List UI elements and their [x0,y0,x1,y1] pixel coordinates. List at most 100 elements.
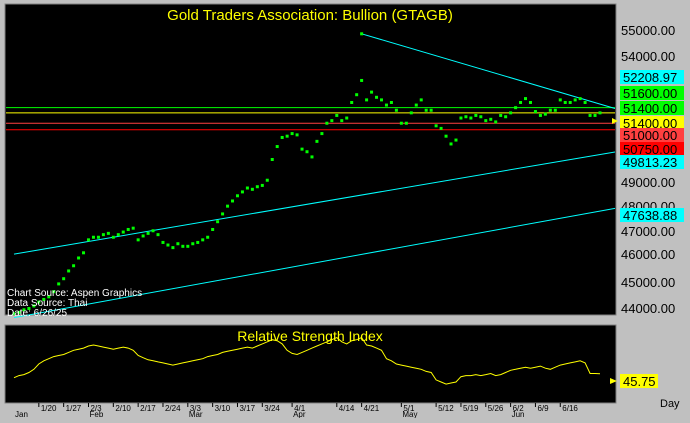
price-point [32,304,36,308]
price-point [62,277,66,281]
price-point [345,116,349,120]
price-point [588,113,592,117]
price-point [340,119,344,123]
price-point [250,187,254,191]
price-point [350,100,354,104]
price-point [305,150,309,154]
price-point [528,100,532,104]
x-day-label: 3/17 [239,404,255,413]
annotation-point [360,32,364,36]
price-point [176,242,180,246]
price-point [370,90,374,94]
price-point [543,112,547,116]
price-point [290,132,294,136]
price-point [429,108,433,112]
price-point [404,121,408,125]
rsi-value-tag [620,374,658,388]
x-day-label: 1/27 [66,404,82,413]
price-point [573,98,577,102]
price-point [583,100,587,104]
x-day-label: 4/21 [364,404,380,413]
price-point [598,111,602,115]
price-point [121,230,125,234]
price-tags: 52208.97 51600.00 51400.00 51400.00 5100… [612,70,684,223]
price-tag [620,86,684,100]
price-point [82,251,86,255]
x-month-label: Jun [512,410,525,418]
price-tag-label: 52208.97 [623,70,677,85]
price-point [474,113,478,117]
rsi-line [13,336,601,385]
price-point [77,256,81,260]
x-day-label: 3/3 [190,404,202,413]
price-point [524,97,528,101]
x-day-label: 6/9 [537,404,549,413]
price-point [414,103,418,107]
credit-line-3: Date: 6/26/25 [7,308,67,319]
price-point [409,111,413,115]
price-tag [620,208,684,222]
price-tag-label: 49813.23 [623,155,677,170]
price-point [72,264,76,268]
price-tag-label: 51600.00 [623,86,677,101]
price-point [499,113,503,117]
price-point [235,194,239,198]
x-axis-day-ticks: 1/20 1/27 2/3 2/10 2/17 2/24 3/3 3/10 3/17 3/24 4/… [38,403,578,413]
price-point [111,235,115,239]
price-point [469,116,473,120]
price-panel [4,3,617,316]
price-point [379,98,383,102]
price-point [265,178,269,182]
price-point [146,231,150,235]
price-point [221,212,225,216]
price-point [131,226,135,230]
price-point [136,238,140,242]
price-point [216,220,220,224]
price-point [106,231,110,235]
price-point [330,119,334,123]
price-point [300,147,304,151]
price-point [270,158,274,161]
price-point [439,126,443,130]
x-day-label: 3/24 [264,404,280,413]
trendline [361,33,616,109]
credit-line-2: Data Source: Thai [7,298,87,309]
x-day-label: 5/26 [488,404,504,413]
price-point [578,97,582,101]
price-point [568,100,572,104]
price-point [365,98,369,102]
x-month-label: Mar [189,410,203,418]
price-point [533,110,537,114]
y-tick-label: 49000.00 [621,175,675,190]
price-tag-label: 51400.00 [623,116,677,131]
x-day-label: 2/3 [90,404,102,413]
x-day-label: 2/17 [140,404,156,413]
price-point [27,307,31,311]
rsi-value-label: 45.75 [623,374,656,389]
chart-title: Gold Traders Association: Bullion (GTAGB… [167,7,453,24]
price-point [231,199,235,203]
x-day-label: 5/19 [463,404,479,413]
rsi-series [13,336,601,385]
price-point [126,227,130,231]
price-point [399,121,403,125]
price-tag [620,70,684,84]
price-tag-label: 50750.00 [623,142,677,157]
price-point [394,108,398,112]
price-tag-label: 51400.00 [623,101,677,116]
price-point [375,95,379,99]
horizontal-levels [6,107,615,131]
price-point [42,297,46,301]
price-point [161,240,165,244]
price-point [37,300,41,304]
price-point [389,100,393,104]
price-point [47,295,51,299]
x-day-label: 1/20 [41,404,57,413]
price-tag [620,128,684,142]
price-point [196,240,200,244]
x-day-label: 6/2 [513,404,525,413]
price-point [166,243,170,247]
x-day-label: 2/24 [165,404,181,413]
price-point [295,133,299,137]
